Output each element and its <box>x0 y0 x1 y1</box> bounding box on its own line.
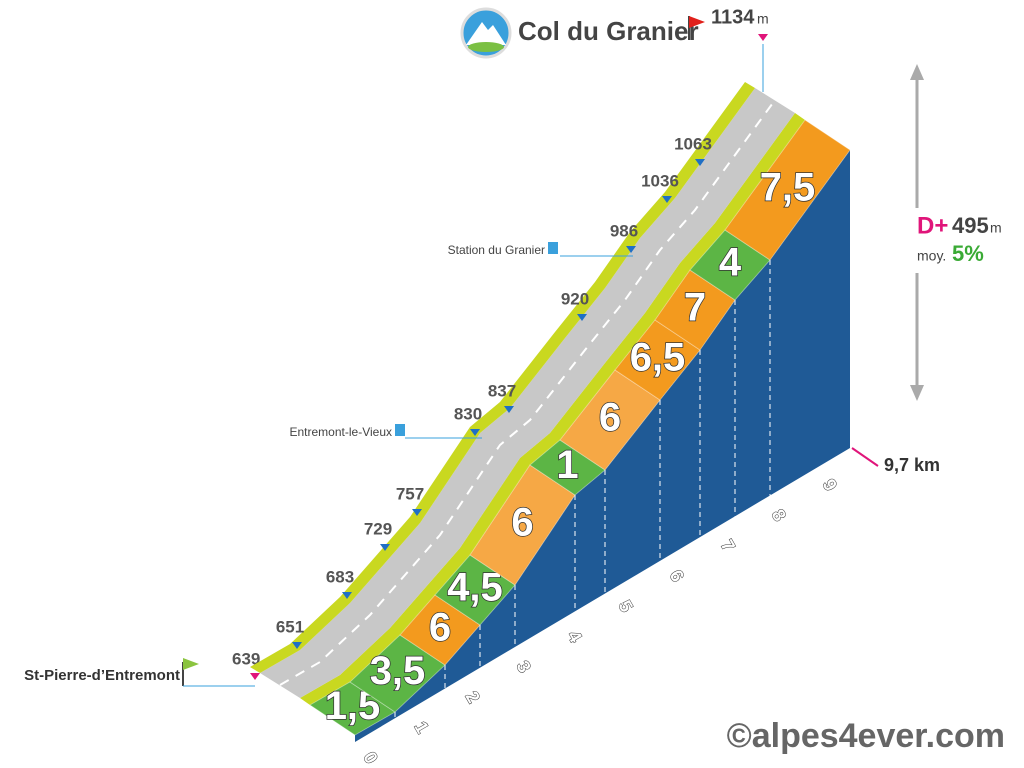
altitude-marker <box>695 159 705 166</box>
altitude-marker <box>292 642 302 649</box>
start-name: St-Pierre-d’Entremont <box>24 667 180 684</box>
altitude-marker <box>342 592 352 599</box>
flag <box>183 658 199 670</box>
altitude-marker <box>470 429 480 436</box>
altitude-label: 651 <box>276 617 304 636</box>
km-label: 5 <box>615 597 637 616</box>
flag <box>689 16 705 28</box>
gradient-label: 7,5 <box>760 166 816 210</box>
gain-unit: m <box>990 220 1002 236</box>
altitude-label: 830 <box>454 404 482 423</box>
avg-value: 5% <box>952 241 984 266</box>
gradient-label: 6,5 <box>630 336 686 380</box>
place-icon <box>548 242 558 254</box>
gradient-label: 7 <box>684 286 706 330</box>
road-edge <box>250 82 755 673</box>
summit-unit: m <box>757 11 769 27</box>
start-block: St-Pierre-d’Entremont 639 <box>24 649 260 687</box>
stats-block: D+ 495 m moy. 5% <box>910 64 1002 401</box>
km-label: 1 <box>410 718 432 737</box>
altitude-label: 683 <box>326 567 354 586</box>
place-name: Entremont-le-Vieux <box>290 425 393 439</box>
summit-block: Col du Granier 1134 m <box>460 6 769 92</box>
gradient-segment <box>724 119 851 261</box>
altitude-marker <box>662 196 672 203</box>
place-name: Station du Granier <box>448 243 545 257</box>
altitude-marker <box>504 406 514 413</box>
gradient-label: 6 <box>429 606 451 650</box>
altitude-label: 729 <box>364 519 392 538</box>
gain-label: D+ <box>917 212 948 239</box>
km-label: 9 <box>819 476 841 495</box>
place-icon <box>395 424 405 436</box>
summit-altitude: 1134 <box>711 6 755 28</box>
km-label: 4 <box>564 627 586 646</box>
km-label: 8 <box>768 506 790 525</box>
gradient-label: 4,5 <box>447 566 503 610</box>
summit-name: Col du Granier <box>518 16 699 46</box>
altitude-label: 1036 <box>641 171 679 190</box>
summit-marker <box>758 34 768 41</box>
altitude-marker <box>380 544 390 551</box>
gain-value: 495 <box>952 213 989 238</box>
stats-bg <box>910 208 1000 273</box>
gradient-label: 1 <box>556 443 578 487</box>
altitude-marker <box>412 509 422 516</box>
km-label: 6 <box>666 567 688 586</box>
start-altitude: 639 <box>232 649 260 668</box>
distance: 9,7 km <box>884 455 940 475</box>
road-centerline <box>279 99 776 686</box>
road <box>260 88 795 698</box>
gradient-label: 3,5 <box>370 649 426 693</box>
logo-grass <box>468 42 504 52</box>
altitude-marker <box>626 246 636 253</box>
altitude-marker <box>577 314 587 321</box>
altitude-label: 986 <box>610 221 638 240</box>
front-face <box>355 150 850 742</box>
altitude-label: 837 <box>488 381 516 400</box>
gradient-label: 6 <box>599 396 621 440</box>
avg-label: moy. <box>917 248 946 264</box>
credit: ©alpes4ever.com <box>727 717 1005 755</box>
km-label: 7 <box>717 536 739 555</box>
distance-leader <box>851 447 879 467</box>
altitude-label: 1063 <box>674 134 712 153</box>
logo-mountain <box>466 22 506 45</box>
km-label: 2 <box>461 688 483 707</box>
profile: 1,53,564,56166,5747,50123456789651683729… <box>250 82 851 768</box>
altitude-label: 920 <box>561 289 589 308</box>
gradient-label: 6 <box>511 501 533 545</box>
gradient-label: 4 <box>719 241 742 285</box>
km-label: 0 <box>359 748 381 767</box>
road-edge <box>300 113 805 705</box>
start-marker <box>250 673 260 680</box>
km-label: 3 <box>513 657 535 676</box>
altitude-label: 757 <box>396 484 424 503</box>
